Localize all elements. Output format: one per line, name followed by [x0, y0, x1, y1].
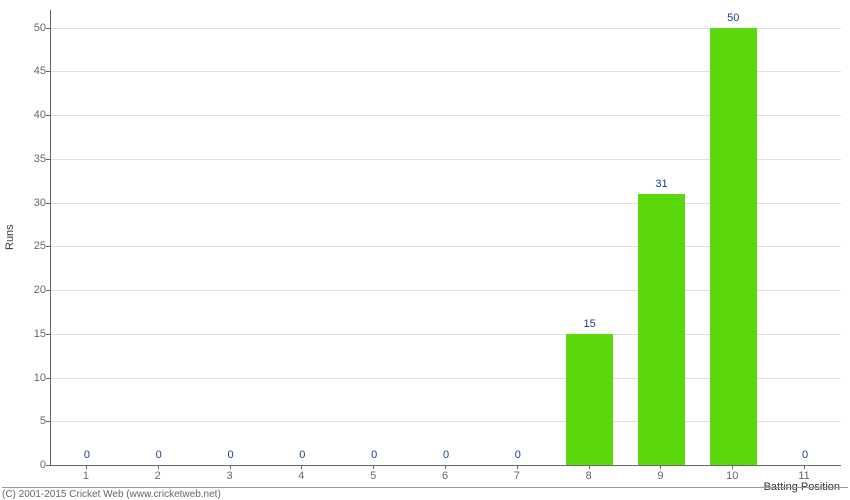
x-tick-label: 7: [514, 470, 520, 482]
bar-value-label: 0: [515, 449, 521, 461]
x-tick-label: 10: [726, 470, 738, 482]
y-tick-label: 5: [6, 415, 46, 427]
bar: [638, 194, 685, 465]
bar-value-label: 0: [156, 449, 162, 461]
x-tick-label: 5: [370, 470, 376, 482]
y-tick-label: 40: [6, 109, 46, 121]
bar-value-label: 0: [802, 449, 808, 461]
bar-value-label: 0: [443, 449, 449, 461]
y-tick-label: 10: [6, 372, 46, 384]
y-tick-label: 45: [6, 65, 46, 77]
y-tick-label: 30: [6, 197, 46, 209]
bar-value-label: 50: [727, 12, 739, 24]
y-tick-label: 25: [6, 240, 46, 252]
y-tick-label: 35: [6, 153, 46, 165]
x-tick-label: 3: [226, 470, 232, 482]
bar-value-label: 31: [655, 178, 667, 190]
x-tick-label: 1: [83, 470, 89, 482]
bar-value-label: 0: [227, 449, 233, 461]
bar-value-label: 0: [84, 449, 90, 461]
y-tick-label: 50: [6, 22, 46, 34]
bar: [710, 28, 757, 466]
plot-area: 0 0 0 0 0 0 0 15 31 50 0: [50, 10, 841, 466]
x-tick-label: 6: [442, 470, 448, 482]
x-tick-label: 9: [657, 470, 663, 482]
chart-container: Runs 05101520253035404550 1234567891011 …: [0, 0, 850, 500]
bar-value-label: 0: [371, 449, 377, 461]
x-tick-label: 2: [155, 470, 161, 482]
bar-value-label: 15: [584, 318, 596, 330]
bar-value-label: 0: [299, 449, 305, 461]
x-tick-label: 4: [298, 470, 304, 482]
bar: [566, 334, 613, 465]
y-tick-label: 20: [6, 284, 46, 296]
x-tick-label: 8: [586, 470, 592, 482]
y-tick-label: 0: [6, 459, 46, 471]
y-tick-label: 15: [6, 328, 46, 340]
footer-copyright: (C) 2001-2015 Cricket Web (www.cricketwe…: [2, 487, 848, 500]
